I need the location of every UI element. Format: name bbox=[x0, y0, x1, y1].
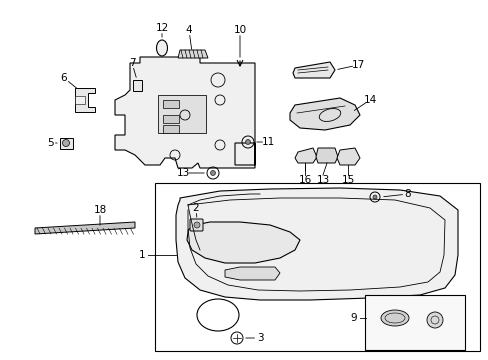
Text: 1: 1 bbox=[139, 250, 145, 260]
Text: 17: 17 bbox=[351, 60, 364, 70]
Bar bbox=[155, 183, 479, 351]
Bar bbox=[163, 100, 179, 108]
Text: 9: 9 bbox=[350, 313, 357, 323]
Text: 5: 5 bbox=[46, 138, 53, 148]
Bar bbox=[163, 115, 179, 123]
Polygon shape bbox=[292, 62, 334, 78]
Text: 8: 8 bbox=[404, 189, 410, 199]
Text: 3: 3 bbox=[256, 333, 263, 343]
Polygon shape bbox=[315, 148, 337, 163]
Polygon shape bbox=[336, 148, 359, 165]
Polygon shape bbox=[224, 267, 280, 280]
Polygon shape bbox=[75, 88, 95, 112]
Bar bbox=[364, 295, 464, 350]
FancyBboxPatch shape bbox=[60, 138, 73, 149]
Text: 13: 13 bbox=[316, 175, 329, 185]
Text: 12: 12 bbox=[155, 23, 168, 33]
Text: 6: 6 bbox=[61, 73, 67, 83]
Text: 16: 16 bbox=[298, 175, 311, 185]
Text: 10: 10 bbox=[233, 25, 246, 35]
Circle shape bbox=[210, 171, 215, 176]
Text: 13: 13 bbox=[176, 168, 189, 178]
Circle shape bbox=[426, 312, 442, 328]
Circle shape bbox=[62, 140, 69, 147]
Ellipse shape bbox=[380, 310, 408, 326]
Text: 18: 18 bbox=[93, 205, 106, 215]
Circle shape bbox=[194, 222, 200, 228]
Bar bbox=[158, 95, 205, 133]
Ellipse shape bbox=[156, 40, 167, 56]
Polygon shape bbox=[176, 188, 457, 300]
Circle shape bbox=[245, 140, 250, 144]
FancyBboxPatch shape bbox=[133, 80, 142, 91]
Text: 14: 14 bbox=[363, 95, 376, 105]
Polygon shape bbox=[294, 148, 316, 163]
Text: 4: 4 bbox=[185, 25, 192, 35]
Polygon shape bbox=[115, 57, 254, 168]
Circle shape bbox=[372, 195, 376, 199]
Text: 2: 2 bbox=[192, 203, 199, 213]
Text: 7: 7 bbox=[128, 58, 135, 68]
Bar bbox=[75, 96, 85, 104]
Polygon shape bbox=[186, 222, 299, 263]
Text: 11: 11 bbox=[261, 137, 274, 147]
Polygon shape bbox=[289, 98, 359, 130]
Bar bbox=[163, 125, 179, 133]
Polygon shape bbox=[178, 50, 207, 58]
FancyBboxPatch shape bbox=[190, 219, 203, 231]
Polygon shape bbox=[35, 222, 135, 234]
Text: 15: 15 bbox=[341, 175, 354, 185]
